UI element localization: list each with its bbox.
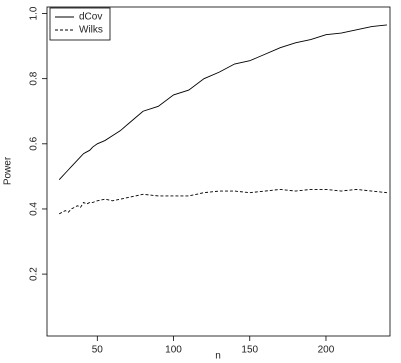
y-tick-label: 0.4 [29, 202, 40, 216]
y-tick-label: 1.0 [29, 6, 40, 20]
y-tick-label: 0.2 [29, 267, 40, 281]
series-line [58, 24, 387, 180]
legend-label: dCov [79, 12, 102, 23]
legend-label: Wilks [79, 25, 103, 36]
y-tick-label: 0.6 [29, 136, 40, 150]
x-tick-label: 150 [241, 345, 258, 356]
plot-box [46, 6, 391, 337]
x-tick-label: 200 [318, 345, 335, 356]
x-axis-label: n [215, 351, 221, 362]
legend-box [49, 7, 111, 41]
y-tick-label: 0.8 [29, 71, 40, 85]
y-axis-label: Power [3, 156, 14, 185]
x-tick-label: 100 [165, 345, 182, 356]
series-line [58, 188, 387, 215]
x-tick-label: 50 [92, 345, 104, 356]
